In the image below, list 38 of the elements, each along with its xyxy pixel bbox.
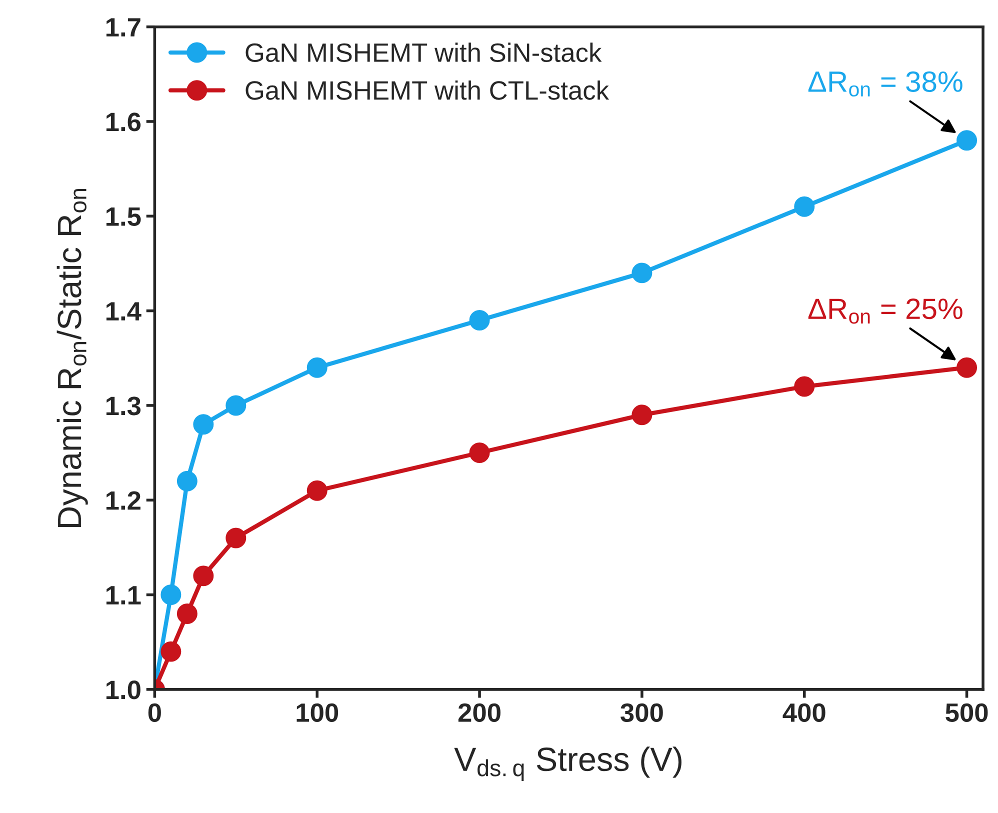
y-tick-label: 1.0 — [106, 680, 140, 700]
point — [306, 480, 328, 501]
point — [794, 376, 815, 397]
point — [226, 528, 246, 548]
point — [176, 470, 198, 492]
point — [193, 566, 214, 586]
annotation: ΔR$_{on}$ = 25% — [808, 298, 962, 324]
y-tick-label: 1.2 — [106, 491, 140, 510]
x-tick-label: 200 — [458, 703, 500, 722]
y-tick-label: 1.7 — [106, 18, 140, 36]
point — [226, 395, 246, 416]
point — [469, 310, 490, 331]
y-tick-label: 1.6 — [106, 112, 141, 132]
x-tick-label: 100 — [296, 703, 338, 722]
point — [794, 196, 815, 217]
x-tick-label: 500 — [946, 703, 988, 722]
x-tick-label: 400 — [782, 703, 826, 722]
annotation: ΔR$_{on}$ = 38% — [808, 71, 962, 97]
y-axis-title: Dynamic R$_{on}$/Static R$_{on}$ — [56, 188, 88, 528]
point — [193, 414, 214, 435]
point — [632, 262, 652, 284]
point — [176, 603, 198, 624]
legend-label: GaN MISHEMT with SiN-stack — [246, 42, 602, 62]
x-tick-label: 0 — [148, 703, 161, 722]
y-tick-label: 1.5 — [106, 208, 141, 226]
point — [956, 130, 978, 151]
y-tick-label: 1.1 — [106, 586, 141, 604]
x-tick-label: 300 — [620, 703, 663, 722]
point — [632, 404, 652, 426]
point — [469, 442, 490, 464]
point — [956, 357, 978, 378]
y-tick-label: 1.4 — [106, 302, 142, 320]
point — [160, 584, 182, 606]
legend-label: GaN MISHEMT with CTL-stack — [246, 80, 610, 100]
y-tick-label: 1.3 — [106, 396, 141, 416]
point — [160, 641, 182, 662]
point — [306, 357, 328, 378]
x-axis-title: V$_{ds.q}$ Stress (V) — [454, 746, 682, 781]
